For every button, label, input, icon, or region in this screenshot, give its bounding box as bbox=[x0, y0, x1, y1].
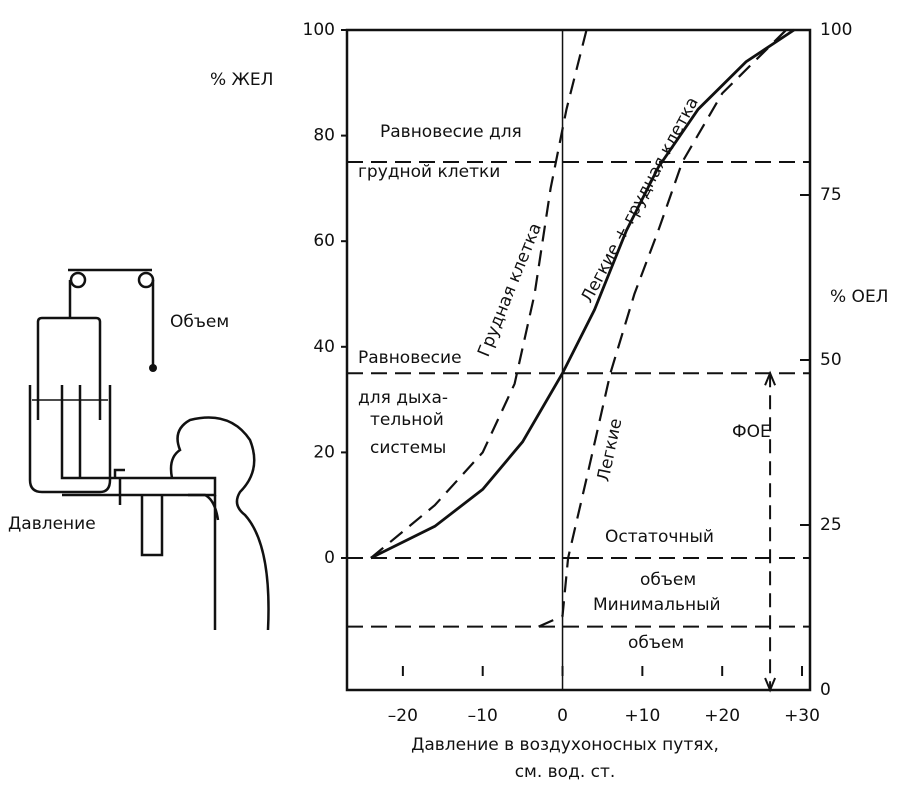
arrow-head bbox=[764, 677, 777, 693]
diagram-label: Объем bbox=[170, 312, 229, 332]
arrow-head bbox=[764, 370, 777, 386]
annotation: Остаточный bbox=[605, 527, 714, 547]
x-tick-label: +10 bbox=[624, 706, 660, 726]
y2-tick-label: 75 bbox=[820, 185, 842, 205]
annotation: объем bbox=[628, 633, 684, 653]
x-tick-label: –20 bbox=[388, 706, 418, 726]
y-tick-label: 40 bbox=[313, 337, 335, 357]
y-tick-label: 80 bbox=[313, 126, 335, 146]
annotation: для дыха- bbox=[358, 388, 448, 408]
annotation: объем bbox=[640, 570, 696, 590]
series-label: Легкие + грудная клетка bbox=[577, 94, 703, 306]
y-tick-label: 20 bbox=[313, 442, 335, 462]
annotation: Минимальный bbox=[593, 595, 721, 615]
y2-tick-label: 50 bbox=[820, 350, 842, 370]
annotation: ФОЕ bbox=[732, 422, 771, 442]
curve bbox=[370, 29, 588, 559]
x-tick-label: –10 bbox=[468, 706, 498, 726]
x-axis-title: Давление в воздухоносных путях, bbox=[411, 735, 719, 755]
annotation: системы bbox=[370, 438, 446, 458]
y-tick-label: 100 bbox=[303, 20, 335, 40]
curve bbox=[370, 28, 795, 560]
curve bbox=[538, 29, 787, 628]
y2-tick-label: 100 bbox=[820, 20, 852, 40]
y2-tick-label: 0 bbox=[820, 680, 831, 700]
apparatus bbox=[28, 268, 270, 631]
x-tick-label: 0 bbox=[557, 706, 568, 726]
annotation: Равновесие для bbox=[380, 122, 522, 142]
series-label: Легкие bbox=[594, 417, 627, 484]
y2-tick-label: 25 bbox=[820, 515, 842, 535]
annotation: Равновесие bbox=[358, 348, 462, 368]
y2-axis-title: % ОЕЛ bbox=[830, 287, 888, 307]
diagram-label: Давление bbox=[8, 514, 96, 534]
annotation: тельной bbox=[370, 410, 444, 430]
x-tick-label: +20 bbox=[704, 706, 740, 726]
x-axis-title: см. вод. ст. bbox=[515, 762, 616, 782]
y-axis-title: % ЖЕЛ bbox=[210, 70, 273, 90]
y-tick-label: 0 bbox=[324, 548, 335, 568]
x-tick-label: +30 bbox=[784, 706, 820, 726]
y-tick-label: 60 bbox=[313, 231, 335, 251]
annotation: грудной клетки bbox=[358, 162, 500, 182]
